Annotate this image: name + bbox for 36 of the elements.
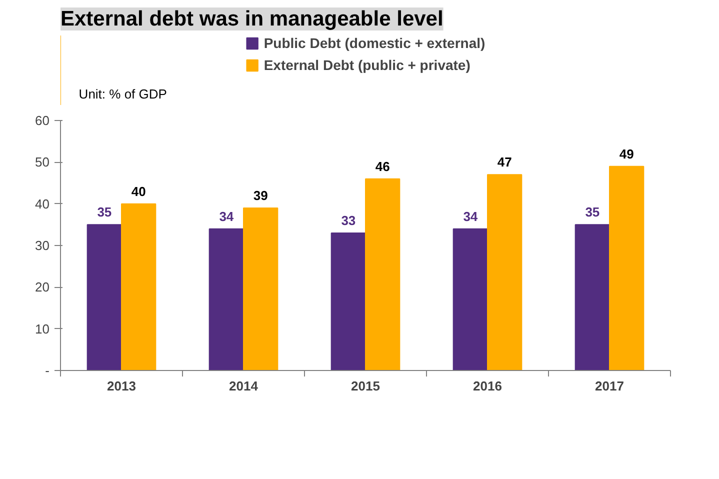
bar <box>487 174 522 370</box>
y-tick-label: 40 <box>35 196 50 212</box>
data-label: 40 <box>131 184 146 199</box>
y-tick-label: 50 <box>35 154 50 170</box>
data-label: 34 <box>463 208 478 224</box>
data-label: 49 <box>619 146 634 162</box>
bar <box>208 228 244 370</box>
x-tick-label: 2016 <box>473 378 502 394</box>
y-tick-label: 30 <box>35 238 50 253</box>
y-tick-label: 60 <box>35 113 50 128</box>
data-label: 33 <box>341 213 356 228</box>
legend-label: External Debt (public + private) <box>264 57 470 73</box>
bar <box>121 203 156 370</box>
x-tick-label: 2014 <box>229 378 259 394</box>
x-tick-label: 2017 <box>595 378 624 394</box>
bar <box>574 224 610 370</box>
chart-title: External debt was in manageable level <box>60 8 444 30</box>
y-tick-label: 10 <box>35 321 50 336</box>
bar <box>609 166 644 370</box>
data-label: 39 <box>253 188 268 203</box>
data-label: 35 <box>97 204 112 220</box>
data-label: 47 <box>497 154 512 170</box>
bar <box>452 228 488 370</box>
bar <box>330 232 366 370</box>
data-label: 35 <box>585 204 600 220</box>
y-axis-title: Unit: % of GDP <box>78 86 167 102</box>
bar <box>86 224 122 370</box>
bar <box>243 208 278 370</box>
x-tick-label: 2013 <box>107 378 136 394</box>
bar <box>365 178 400 370</box>
y-tick-label: - <box>45 363 50 378</box>
y-tick-label: 20 <box>35 280 50 295</box>
data-label: 34 <box>219 208 234 224</box>
x-tick-label: 2015 <box>351 378 380 394</box>
data-label: 46 <box>375 158 390 174</box>
legend-label: Public Debt (domestic + external) <box>264 35 486 51</box>
